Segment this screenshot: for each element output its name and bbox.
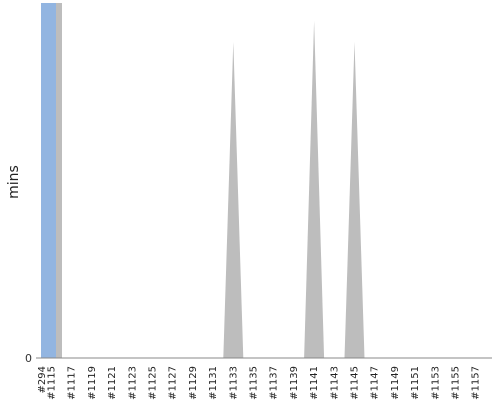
x-tick-label: #294	[37, 366, 48, 393]
x-tick-label: #1131	[208, 366, 219, 400]
x-tick-label: #1149	[390, 366, 401, 400]
series-spike	[344, 42, 365, 359]
series-spike	[223, 42, 244, 359]
plot-area	[41, 3, 365, 359]
x-tick-label: #1141	[309, 366, 320, 400]
series-spike	[304, 20, 325, 358]
x-tick-label: #1155	[451, 366, 462, 400]
x-tick-label: #1157	[471, 366, 482, 400]
series-bar	[41, 3, 56, 358]
y-tick-label-0: 0	[25, 352, 32, 365]
x-tick-label: #1125	[148, 366, 159, 400]
x-tick-label: #1143	[329, 366, 340, 400]
x-tick-label: #1121	[107, 366, 118, 400]
x-tick-label: #1133	[228, 366, 239, 400]
x-tick-label: #1137	[269, 366, 280, 400]
x-axis-ticks: #294#1115 #1117 #1119 #1121 #1123 #1125 #1127 #…	[37, 366, 482, 400]
x-tick-label: #1119	[87, 366, 98, 400]
x-tick-label: #1117	[67, 366, 78, 400]
x-tick-label: #1127	[168, 366, 179, 400]
y-axis-label: mins	[6, 165, 22, 199]
x-tick-label: #1153	[430, 366, 441, 400]
x-tick-label: #1151	[410, 366, 421, 400]
x-tick-label: #1129	[188, 366, 199, 400]
x-tick-label: #1139	[289, 366, 300, 400]
x-tick-label: #1115	[47, 366, 58, 400]
x-tick-label: #1123	[127, 366, 138, 400]
x-tick-label: #1145	[350, 366, 361, 400]
x-tick-label: #1147	[370, 366, 381, 400]
x-tick-label: #1135	[249, 366, 260, 400]
